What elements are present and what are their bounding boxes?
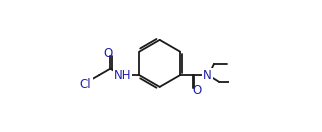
Text: N: N <box>203 69 212 82</box>
Text: NH: NH <box>114 69 131 82</box>
Text: O: O <box>103 47 113 60</box>
Text: O: O <box>192 84 201 97</box>
Text: Cl: Cl <box>80 77 91 91</box>
